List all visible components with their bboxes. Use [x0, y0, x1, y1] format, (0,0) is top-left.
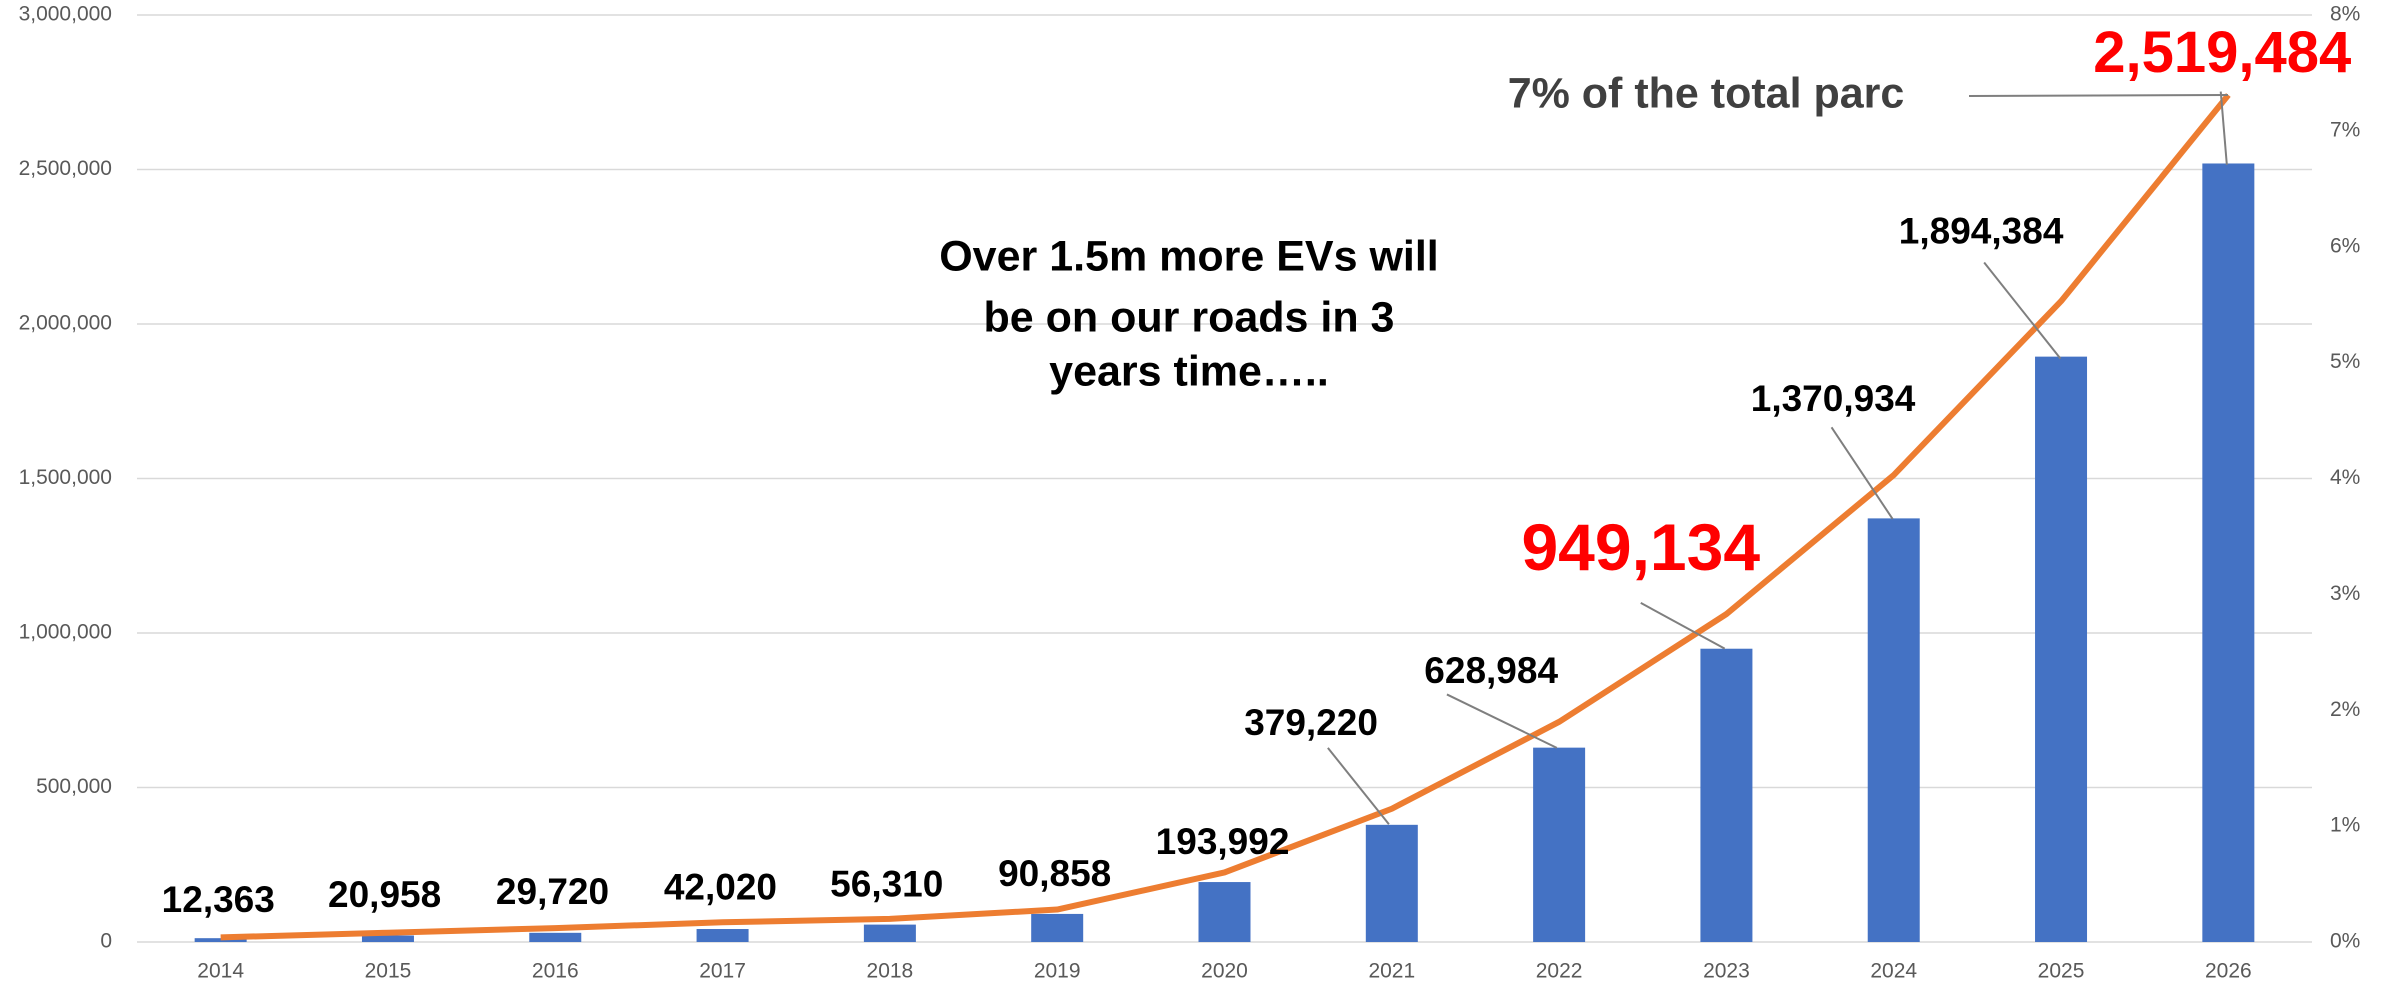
- annotation: years time…..: [1049, 347, 1329, 395]
- bar: [696, 929, 749, 942]
- data-label: 42,020: [664, 867, 777, 908]
- bar: [194, 938, 247, 942]
- y2-tick-label: 2%: [2330, 698, 2360, 721]
- x-tick-label: 2019: [1034, 960, 1081, 981]
- bar: [2202, 163, 2255, 943]
- data-label: 1,894,384: [1899, 210, 2064, 251]
- y2-tick-label: 8%: [2330, 3, 2360, 26]
- x-tick-label: 2026: [2205, 960, 2252, 981]
- plot: 0 500,000 1,000,000 1,500,000 2,000,000 2,500…: [19, 3, 2361, 981]
- x-tick-label: 2025: [2038, 960, 2085, 981]
- leader-line: [1446, 693, 1558, 749]
- x-tick-label: 2016: [532, 960, 579, 981]
- data-label: 193,992: [1156, 821, 1290, 862]
- data-label: 29,720: [496, 871, 609, 912]
- data-label: 90,858: [998, 853, 1111, 894]
- x-tick-label: 2023: [1703, 960, 1750, 981]
- bar: [361, 935, 414, 942]
- y2-tick-label: 0%: [2330, 930, 2360, 953]
- bar: [1198, 882, 1251, 942]
- leader-line: [1830, 426, 1894, 520]
- bar: [1700, 648, 1753, 942]
- data-label: 12,363: [162, 879, 275, 920]
- x-tick-label: 2022: [1536, 960, 1583, 981]
- leader-line: [1327, 747, 1390, 825]
- y2-tick-label: 4%: [2330, 466, 2360, 489]
- y-tick-label: 0: [100, 930, 112, 953]
- y-tick-label: 1,500,000: [19, 466, 112, 489]
- x-tick-label: 2024: [1870, 960, 1917, 981]
- leader-line: [1640, 602, 1726, 650]
- x-tick-label: 2020: [1201, 960, 1248, 981]
- y-tick-label: 2,500,000: [19, 157, 112, 180]
- x-tick-label: 2014: [197, 960, 244, 981]
- y-tick-label: 1,000,000: [19, 621, 112, 644]
- bar: [2035, 356, 2088, 942]
- data-label: 2,519,484: [2093, 20, 2351, 85]
- y2-tick-label: 6%: [2330, 234, 2360, 257]
- bar: [1365, 824, 1418, 942]
- bar: [1031, 913, 1084, 942]
- annotation: be on our roads in 3: [984, 293, 1395, 341]
- bar: [529, 932, 582, 942]
- y2-tick-label: 7%: [2330, 118, 2360, 141]
- annotation: Over 1.5m more EVs will: [939, 232, 1439, 280]
- x-tick-label: 2015: [365, 960, 412, 981]
- bar: [863, 924, 916, 942]
- y2-tick-label: 1%: [2330, 814, 2360, 837]
- annotation: 7% of the total parc: [1508, 69, 1905, 117]
- data-label: 1,370,934: [1751, 378, 1916, 419]
- line: [220, 93, 2231, 941]
- data-label: 628,984: [1424, 650, 1558, 691]
- data-label: 56,310: [830, 864, 943, 905]
- bar: [1533, 747, 1586, 942]
- y-tick-label: 2,000,000: [19, 312, 112, 335]
- x-tick-label: 2017: [699, 960, 746, 981]
- y2-tick-label: 3%: [2330, 582, 2360, 605]
- data-label: 20,958: [328, 874, 441, 915]
- data-label: 949,134: [1521, 510, 1760, 584]
- y-tick-label: 3,000,000: [19, 3, 112, 26]
- leader-line: [2219, 91, 2228, 165]
- y-tick-label: 500,000: [36, 775, 112, 798]
- x-tick-label: 2018: [867, 960, 914, 981]
- leader-line: [1983, 261, 2062, 360]
- y2-tick-label: 5%: [2330, 350, 2360, 373]
- bar: [1867, 518, 1920, 942]
- leader-line: [1968, 94, 2229, 97]
- x-tick-label: 2021: [1368, 960, 1415, 981]
- data-label: 379,220: [1244, 702, 1378, 743]
